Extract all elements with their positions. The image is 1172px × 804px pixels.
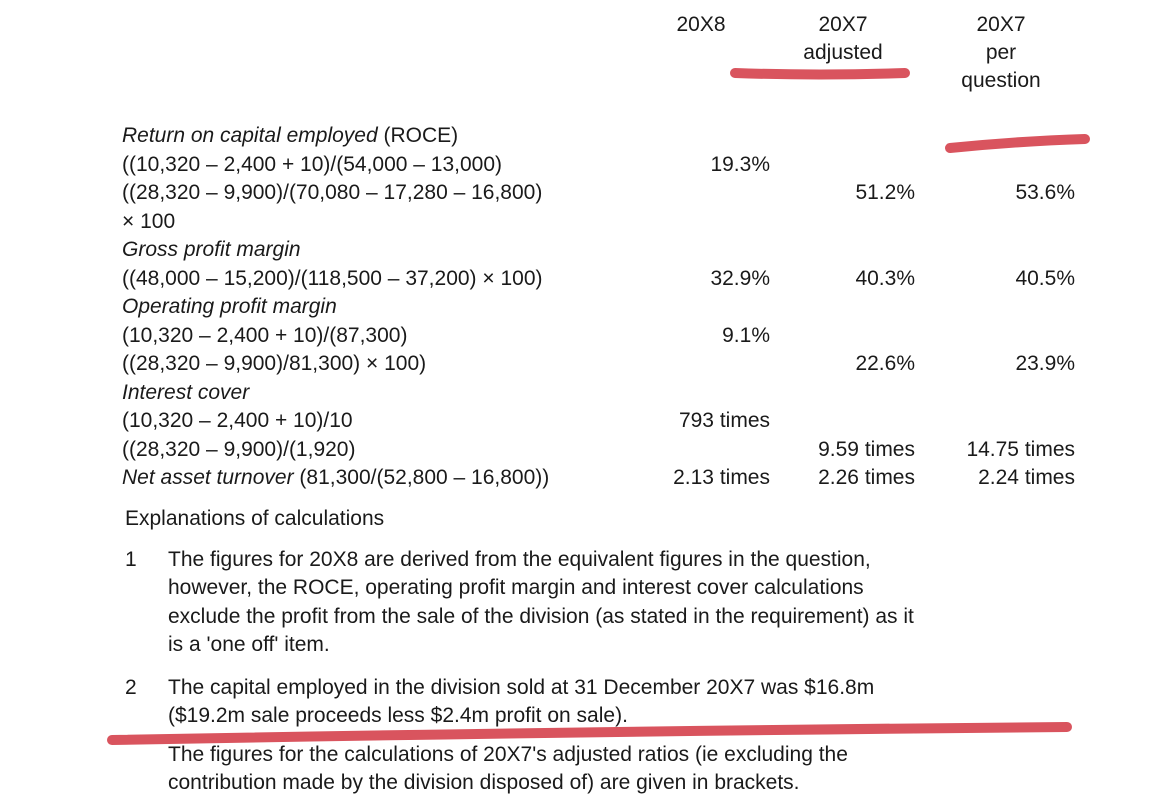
row-label: Interest cover — [122, 379, 249, 407]
paragraph-line: The figures for the calculations of 20X7… — [168, 743, 848, 766]
italic-text: Operating profit margin — [122, 295, 337, 318]
cell-value: 19.3% — [710, 152, 770, 176]
paragraph-line: The capital employed in the division sol… — [168, 676, 875, 699]
cell-value: 2.24 times — [978, 466, 1075, 489]
paragraph-line: is a 'one off' item. — [168, 632, 330, 656]
text: × 100 — [122, 209, 176, 233]
italic-text: Net asset turnover — [122, 466, 294, 489]
cell-value: 14.75 times — [966, 437, 1075, 461]
cell-value: 32.9% — [710, 266, 770, 290]
cell-value: 2.26 times — [818, 466, 915, 489]
italic-text: Return on capital employed — [122, 124, 378, 147]
cell-value: 9.59 times — [818, 437, 915, 461]
text: (81,300/(52,800 – 16,800)) — [293, 466, 550, 489]
text: (ROCE) — [377, 124, 459, 147]
cell-value: 22.6% — [855, 352, 915, 375]
cell-value: 40.5% — [1015, 266, 1075, 290]
column-header: question — [961, 69, 1041, 92]
cell-value: 793 times — [678, 409, 770, 432]
text: ((28,320 – 9,900)/(70,080 – 17,280 – 16,… — [122, 181, 543, 204]
row-label: × 100 — [122, 208, 175, 236]
item-number: 2 — [125, 676, 137, 699]
highlight-mark — [945, 134, 1090, 153]
row-label: Net asset turnover (81,300/(52,800 – 16,… — [122, 464, 549, 492]
row-label: (10,320 – 2,400 + 10)/(87,300) — [122, 322, 407, 350]
column-header: adjusted — [803, 41, 883, 64]
highlight-mark — [730, 68, 910, 80]
text: ((28,320 – 9,900)/81,300) × 100) — [122, 352, 427, 375]
row-label: ((28,320 – 9,900)/(1,920) — [122, 436, 355, 464]
row-label: (10,320 – 2,400 + 10)/10 — [122, 407, 353, 435]
row-label: Operating profit margin — [122, 293, 337, 321]
text: (10,320 – 2,400 + 10)/(87,300) — [122, 323, 408, 347]
cell-value: 9.1% — [722, 323, 770, 347]
text: ((10,320 – 2,400 + 10)/(54,000 – 13,000) — [122, 152, 503, 176]
column-header: 20X7 — [976, 13, 1026, 36]
cell-value: 40.3% — [855, 266, 915, 290]
paragraph-line: The figures for 20X8 are derived from th… — [168, 548, 871, 571]
italic-text: Interest cover — [122, 380, 250, 404]
cell-value: 53.6% — [1015, 181, 1075, 204]
row-label: ((48,000 – 15,200)/(118,500 – 37,200) × … — [122, 265, 543, 293]
row-label: Return on capital employed (ROCE) — [122, 122, 458, 150]
text: (10,320 – 2,400 + 10)/10 — [122, 409, 353, 432]
cell-value: 51.2% — [855, 181, 915, 204]
cell-value: 2.13 times — [673, 466, 770, 489]
italic-text: Gross profit margin — [122, 238, 301, 261]
row-label: Gross profit margin — [122, 236, 301, 264]
paragraph-line: however, the ROCE, operating profit marg… — [168, 576, 864, 600]
row-label: ((10,320 – 2,400 + 10)/(54,000 – 13,000) — [122, 151, 502, 179]
column-header: 20X8 — [676, 13, 726, 36]
column-header: 20X7 — [818, 13, 868, 36]
text: ((28,320 – 9,900)/(1,920) — [122, 437, 356, 461]
cell-value: 23.9% — [1015, 352, 1075, 375]
item-number: 1 — [125, 548, 137, 571]
paragraph-line: contribution made by the division dispos… — [168, 771, 800, 795]
row-label: ((28,320 – 9,900)/(70,080 – 17,280 – 16,… — [122, 179, 542, 207]
paragraph-line: ($19.2m sale proceeds less $2.4m profit … — [168, 704, 628, 728]
highlight-mark — [107, 722, 1072, 745]
section-heading: Explanations of calculations — [125, 507, 385, 530]
row-label: ((28,320 – 9,900)/81,300) × 100) — [122, 350, 426, 378]
paragraph-line: exclude the profit from the sale of the … — [168, 604, 914, 628]
text: ((48,000 – 15,200)/(118,500 – 37,200) × … — [122, 266, 543, 290]
column-header: per — [985, 41, 1017, 64]
